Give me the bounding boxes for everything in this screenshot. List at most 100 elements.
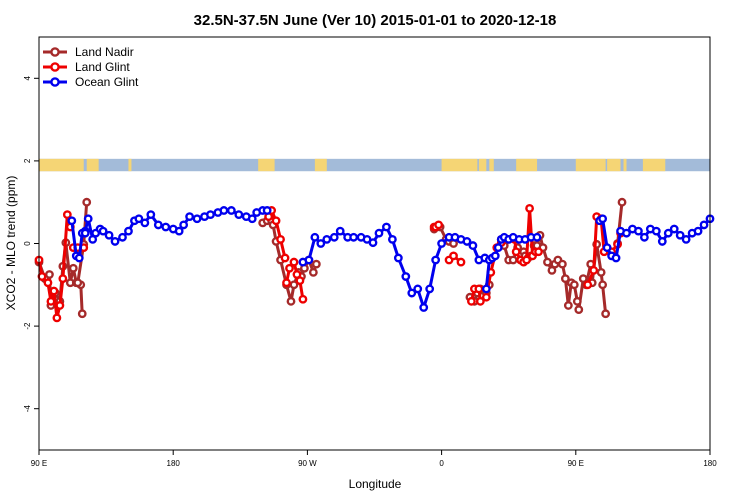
ocean-glint-point — [304, 255, 314, 265]
legend-label: Land Nadir — [75, 45, 134, 59]
land-nadir-point — [68, 263, 78, 273]
x-tick-label: 0 — [439, 459, 444, 468]
land-glint-point — [481, 292, 491, 302]
ocean-glint-point — [393, 253, 403, 263]
land-nadir-point — [82, 197, 92, 207]
ocean-glint-point — [83, 214, 93, 224]
ocean-glint-point — [462, 237, 472, 246]
ocean-glint-point — [185, 212, 195, 222]
ocean-glint-point — [67, 216, 77, 226]
land-nadir-point — [289, 280, 299, 290]
ocean-glint-point — [192, 214, 202, 224]
ocean-glint-point — [146, 210, 156, 219]
ocean-glint-point — [639, 232, 649, 242]
land-glint-point — [522, 255, 531, 265]
ocean-glint-point — [532, 232, 542, 242]
ocean-glint-point — [104, 230, 114, 240]
land-nadir-point — [563, 301, 573, 310]
ocean-glint-point — [490, 251, 500, 261]
land-band — [258, 158, 275, 172]
ocean-glint-point — [118, 232, 127, 242]
legend-label: Ocean Glint — [75, 75, 139, 89]
ocean-glint-point — [98, 226, 108, 236]
ocean-glint-point — [669, 224, 679, 234]
land-nadir-point — [601, 309, 611, 319]
series-land-glint — [34, 203, 625, 323]
land-glint-point — [434, 220, 444, 230]
ocean-glint-point — [598, 214, 608, 224]
ocean-glint-point — [322, 234, 332, 244]
ocean-glint-point — [219, 206, 229, 215]
land-glint-point — [62, 210, 72, 219]
ocean-glint-point — [407, 288, 417, 298]
ocean-glint-point — [699, 220, 709, 230]
legend-item-land-glint: Land Glint — [43, 60, 130, 74]
land-glint-point — [583, 280, 593, 290]
y-tick-label: 0 — [23, 241, 32, 246]
chart-title: 32.5N-37.5N June (Ver 10) 2015-01-01 to … — [194, 12, 557, 29]
land-nadir-point — [77, 309, 87, 319]
land-glint-point — [55, 301, 65, 310]
land-glint-point — [285, 263, 294, 273]
ocean-glint-point — [622, 228, 631, 238]
land-glint-point — [49, 286, 59, 296]
land-nadir-point — [508, 255, 518, 265]
land-nadir-point — [311, 259, 321, 269]
ocean-glint-line — [598, 217, 712, 260]
land-glint-point — [276, 234, 285, 244]
land-glint-point — [525, 203, 534, 213]
ocean-glint-point — [481, 284, 491, 294]
ocean-glint-point — [262, 206, 272, 215]
land-nadir-point — [45, 270, 54, 279]
ocean-glint-point — [425, 284, 435, 294]
land-glint-point — [280, 253, 290, 263]
legend-swatch-marker — [50, 47, 60, 57]
ocean-glint-point — [234, 210, 244, 219]
ocean-glint-point — [374, 228, 384, 238]
x-tick-label: 90 E — [568, 459, 584, 468]
land-glint-point — [456, 257, 466, 267]
ocean-glint-point — [431, 255, 441, 265]
ocean-glint-point — [206, 210, 215, 219]
land-band — [607, 158, 621, 172]
x-tick-label: 90 E — [31, 459, 47, 468]
ocean-glint-point — [247, 214, 257, 224]
ocean-band — [39, 158, 710, 172]
legend-swatch-marker — [50, 62, 60, 72]
land-glint-point — [46, 296, 56, 306]
land-glint-point — [474, 284, 484, 294]
ocean-glint-point — [335, 226, 345, 236]
ocean-glint-point — [611, 253, 621, 263]
ocean-glint-point — [310, 232, 320, 242]
ocean-glint-point — [134, 214, 144, 224]
land-nadir-point — [598, 280, 608, 290]
land-ocean-strip — [39, 158, 710, 172]
legend-swatch-marker — [50, 77, 60, 87]
land-glint-point — [37, 272, 47, 281]
y-tick-label: 2 — [23, 158, 32, 163]
y-axis: -4 -2 0 2 4 — [23, 76, 39, 413]
legend-label: Land Glint — [75, 60, 130, 74]
series-layer — [34, 197, 715, 323]
y-tick-label: -4 — [23, 405, 32, 413]
series-ocean-glint — [67, 206, 715, 312]
land-glint-point — [467, 296, 476, 306]
ocean-glint-point — [110, 237, 120, 246]
ocean-glint-point — [437, 239, 446, 248]
land-nadir-point — [543, 257, 552, 267]
land-band — [516, 158, 538, 172]
land-nadir-point — [596, 268, 606, 277]
land-nadir-point — [560, 274, 570, 284]
ocean-glint-point — [74, 253, 84, 263]
y-tick-label: -2 — [23, 322, 32, 330]
x-tick-label: 180 — [703, 459, 717, 468]
land-glint-point — [298, 294, 308, 304]
land-nadir-point — [286, 296, 296, 306]
land-nadir-point — [569, 280, 579, 290]
land-nadir-point — [572, 296, 582, 306]
ocean-glint-point — [602, 243, 612, 253]
ocean-glint-point — [419, 303, 429, 312]
land-glint-point — [511, 247, 521, 257]
ocean-glint-point — [651, 226, 661, 236]
ocean-glint-point — [80, 228, 90, 238]
